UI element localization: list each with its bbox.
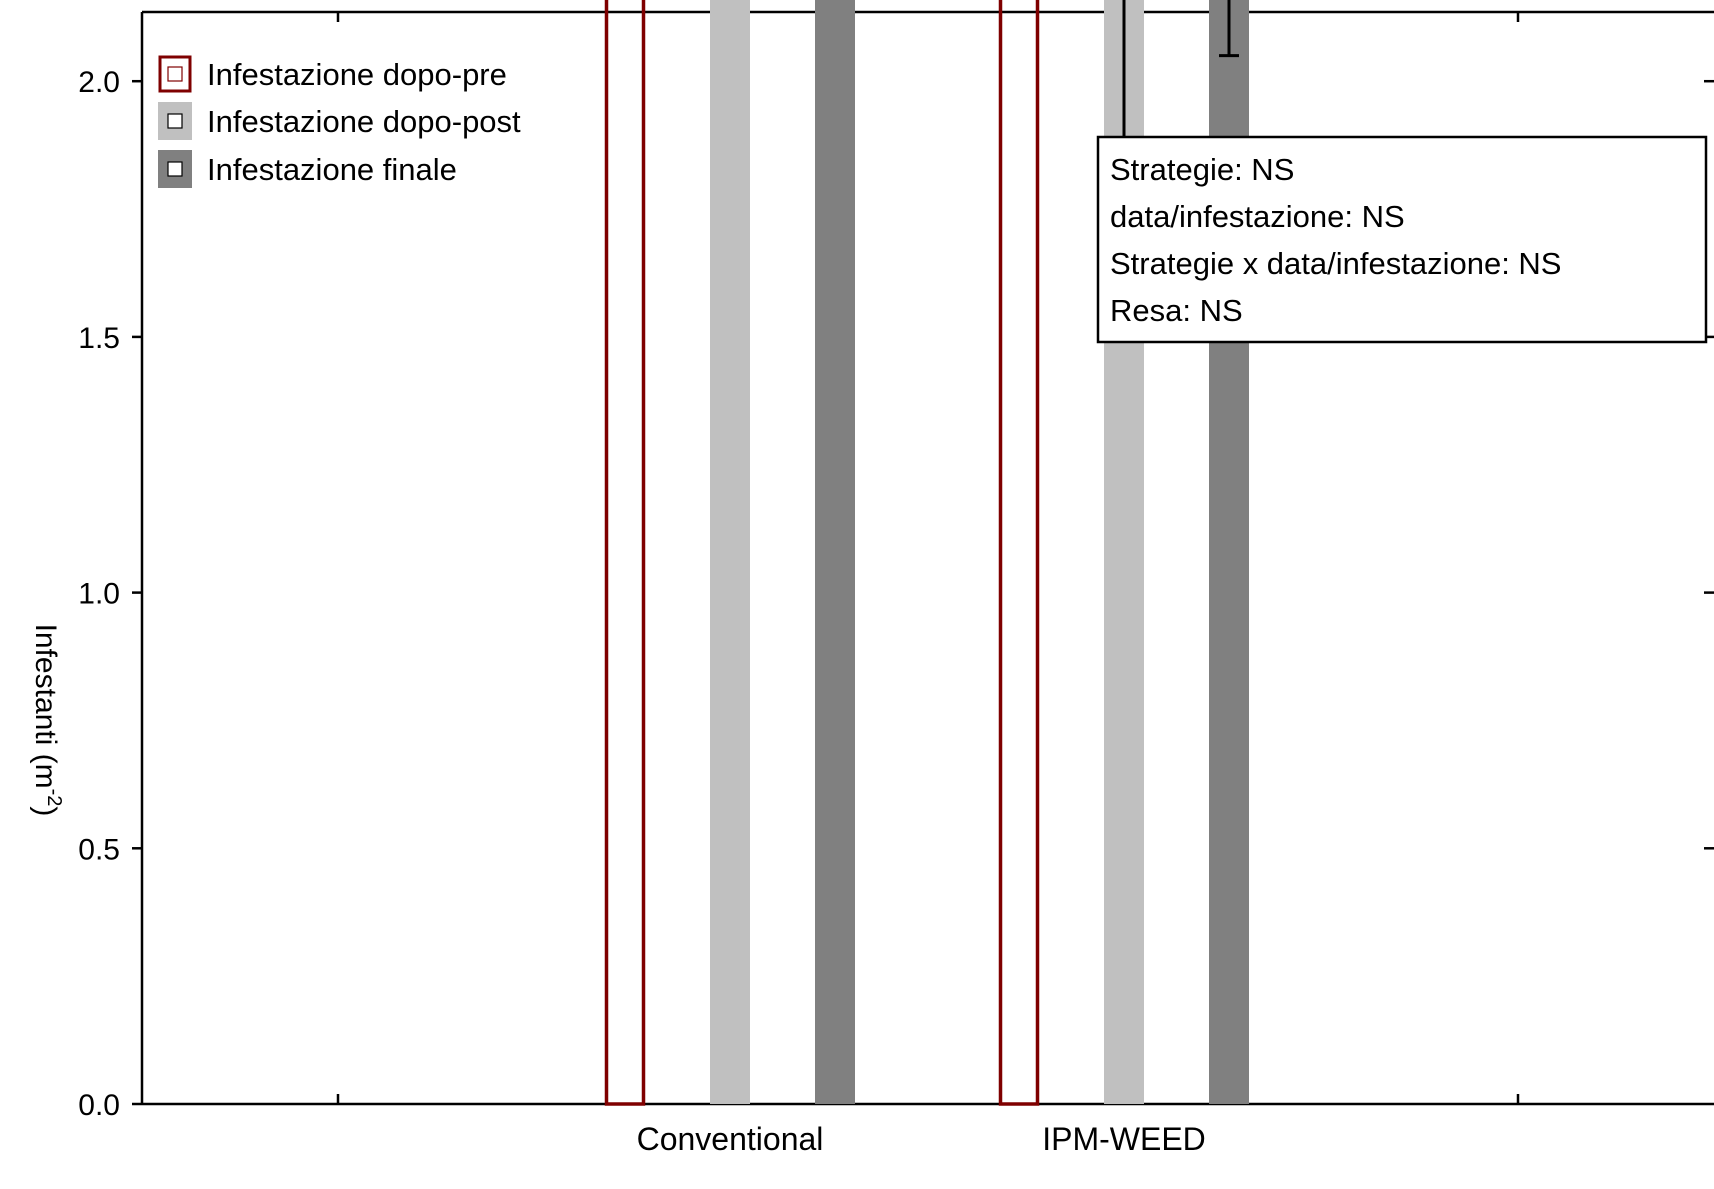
legend-marker: [167, 113, 183, 129]
svg-text:Infestanti (m-2): Infestanti (m-2): [29, 624, 65, 817]
legend-marker: [167, 161, 183, 177]
x-tick-label: IPM-WEED: [1042, 1121, 1206, 1157]
y-tick-label: 2.0: [78, 66, 120, 99]
bar: [604, 0, 646, 1106]
y-tick-label: 1.5: [78, 322, 120, 355]
y-axis-label: Infestanti (m-2): [29, 624, 65, 817]
x-tick-labels: Conventional IPM-WEED: [637, 1121, 1206, 1157]
legend-label: Infestazione dopo-pre: [207, 57, 507, 92]
y-tick-label: 0.5: [78, 833, 120, 866]
bar: [710, 0, 750, 1104]
bar: [998, 0, 1040, 1106]
annotation-line-2: data/infestazione: NS: [1110, 199, 1405, 234]
y-axis-label-main: Infestanti (m: [29, 624, 62, 789]
legend: Infestazione dopo-pre Infestazione dopo-p…: [158, 55, 521, 188]
annotation-line-3: Strategie x data/infestazione: NS: [1110, 246, 1561, 281]
y-axis-label-close: ): [29, 806, 62, 816]
legend-marker: [167, 66, 183, 82]
y-tick-label: 1.0: [78, 578, 120, 611]
annotation-box: Strategie: NS data/infestazione: NS Stra…: [1096, 135, 1708, 344]
y-axis-label-superscript: -2: [43, 789, 65, 807]
y-tick-labels: 0.00.51.01.52.02.53.03.54.0: [78, 66, 120, 1122]
legend-label: Infestazione dopo-post: [207, 104, 521, 139]
legend-label: Infestazione finale: [207, 152, 457, 187]
y-tick-label: 0.0: [78, 1089, 120, 1122]
bar: [815, 0, 855, 1104]
annotation-line-1: Strategie: NS: [1110, 152, 1294, 187]
x-tick-label: Conventional: [637, 1121, 824, 1157]
annotation-line-4: Resa: NS: [1110, 293, 1243, 328]
